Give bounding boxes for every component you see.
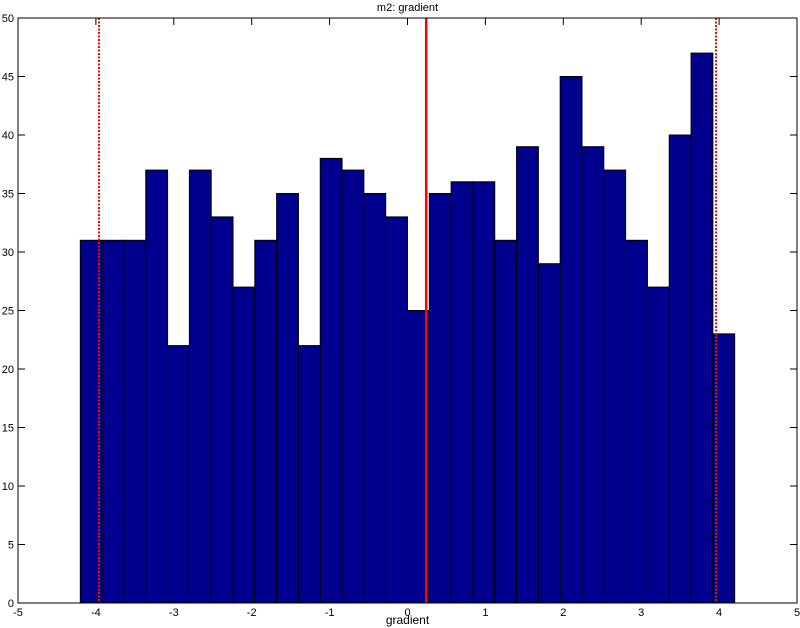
histogram-bar-5 <box>188 169 212 604</box>
y-tick-label-1: 5 <box>8 540 14 552</box>
bars-group <box>79 52 736 604</box>
histogram-bar-11 <box>319 157 343 604</box>
histogram-bar-4 <box>167 345 190 604</box>
x-tick-label-0: -5 <box>13 607 23 619</box>
histogram-bar-29 <box>712 333 736 604</box>
histogram-bar-27 <box>668 134 692 604</box>
x-tick-label-4: -1 <box>325 607 335 619</box>
histogram-bar-18 <box>472 181 496 604</box>
x-tick-label-9: 4 <box>716 607 722 619</box>
histogram-bar-23 <box>581 146 605 604</box>
y-tick-label-8: 40 <box>2 130 14 142</box>
x-tick-label-2: -3 <box>169 607 179 619</box>
histogram-bar-28 <box>690 52 714 604</box>
x-axis-ticks: -5 -4 -3 -2 -1 0 1 2 3 4 5 <box>13 18 800 619</box>
histogram-bar-7 <box>232 286 256 604</box>
histogram-bar-20 <box>516 146 539 604</box>
y-tick-label-7: 35 <box>2 189 14 201</box>
y-tick-label-10: 50 <box>2 13 14 25</box>
y-tick-label-9: 45 <box>2 72 14 84</box>
y-axis-ticks: 0 5 10 15 20 25 30 35 40 45 50 <box>2 13 797 610</box>
histogram-bar-25 <box>625 239 648 604</box>
histogram-bar-17 <box>450 181 474 604</box>
chart-title: m2: gradient <box>377 2 438 14</box>
histogram-bar-16 <box>428 193 452 604</box>
y-tick-label-5: 25 <box>2 306 14 318</box>
histogram-bar-26 <box>646 286 670 604</box>
x-tick-label-5: 0 <box>404 607 410 619</box>
x-axis-label: gradient <box>386 613 430 627</box>
y-tick-label-2: 10 <box>2 481 14 493</box>
histogram-bar-24 <box>603 169 627 604</box>
y-tick-label-3: 15 <box>2 423 14 435</box>
histogram-bar-1 <box>101 239 125 604</box>
histogram-bar-2 <box>123 239 147 604</box>
histogram-bar-3 <box>145 169 169 604</box>
histogram-bar-12 <box>341 169 365 604</box>
x-tick-label-8: 3 <box>638 607 644 619</box>
histogram-bar-19 <box>494 239 518 604</box>
x-tick-label-3: -2 <box>247 607 257 619</box>
histogram-bar-14 <box>385 216 408 604</box>
histogram-bar-22 <box>559 76 583 604</box>
x-tick-label-7: 2 <box>560 607 566 619</box>
y-tick-label-4: 20 <box>2 364 14 376</box>
histogram-bar-6 <box>210 216 234 604</box>
y-tick-label-6: 30 <box>2 247 14 259</box>
x-tick-label-1: -4 <box>91 607 101 619</box>
x-tick-label-6: 1 <box>482 607 488 619</box>
y-tick-label-0: 0 <box>8 598 14 610</box>
histogram-bar-10 <box>297 345 321 604</box>
histogram-bar-9 <box>276 193 299 604</box>
histogram-bar-8 <box>254 239 278 604</box>
histogram-bar-13 <box>363 193 387 604</box>
histogram-bar-21 <box>537 263 561 604</box>
reference-lines-group <box>98 18 717 603</box>
x-tick-label-10: 5 <box>794 607 800 619</box>
